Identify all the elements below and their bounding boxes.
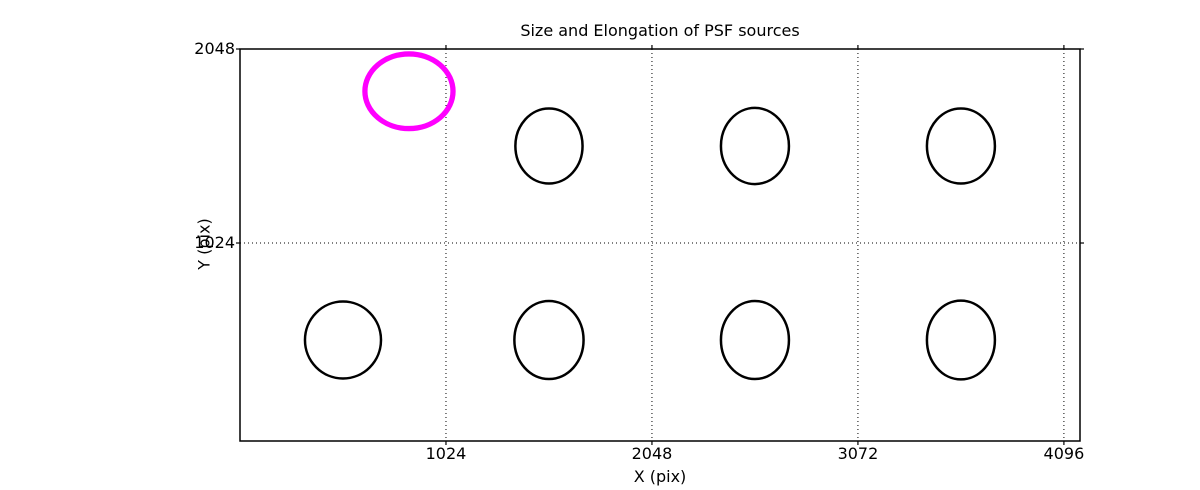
plot-title: Size and Elongation of PSF sources [520, 21, 800, 40]
x-tick-label: 1024 [425, 444, 467, 463]
psf-source-ellipse [719, 106, 791, 186]
x-tick-label: 3072 [837, 444, 879, 463]
psf-source-ellipse [513, 299, 585, 381]
psf-source-ellipse [719, 299, 791, 381]
plot-border [239, 48, 1081, 442]
psf-source-ellipse [925, 299, 997, 381]
x-axis-label: X (pix) [633, 467, 687, 486]
psf-source-ellipse-highlighted [362, 51, 456, 132]
x-tick-label: 4096 [1043, 444, 1085, 463]
psf-source-ellipse [303, 300, 383, 380]
x-tick-label: 2048 [631, 444, 673, 463]
psf-source-ellipse [514, 107, 584, 185]
psf-source-ellipse [925, 107, 997, 185]
y-tick-label: 2048 [194, 39, 235, 58]
y-tick-label: 1024 [194, 233, 235, 252]
